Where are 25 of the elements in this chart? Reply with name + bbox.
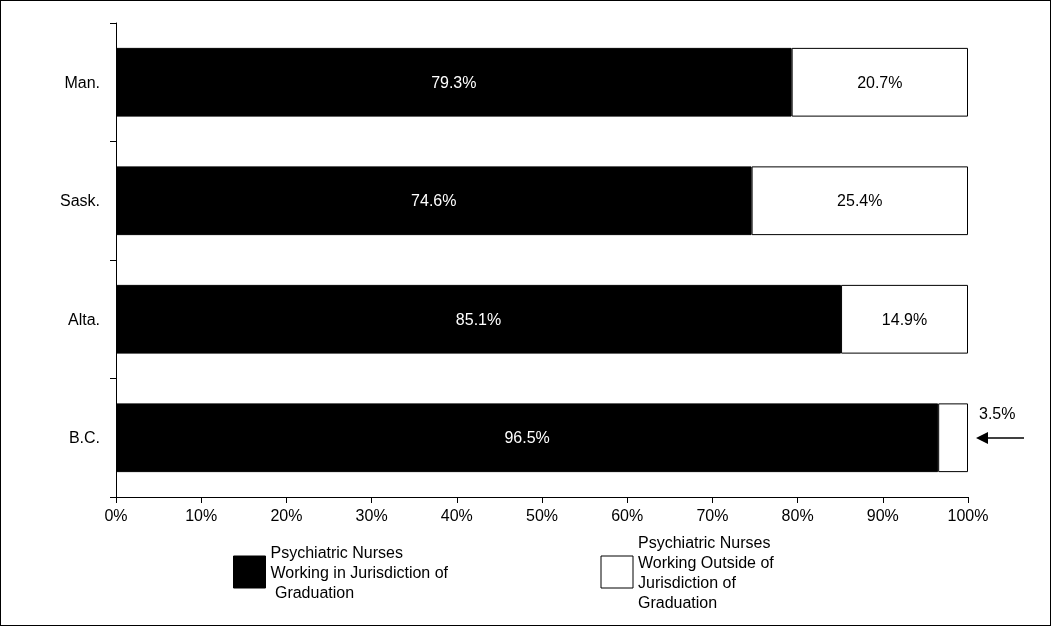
- data-label: 14.9%: [881, 310, 928, 328]
- x-tick-label: 100%: [947, 506, 989, 524]
- data-label: 79.3%: [431, 73, 477, 91]
- x-tick-label: 90%: [866, 506, 899, 524]
- x-tick-label: 20%: [270, 506, 303, 524]
- x-tick-label: 50%: [525, 506, 559, 524]
- x-tick-label: 0%: [104, 506, 128, 524]
- legend-label: Psychiatric Nurses Working Outside of Jurisdiction of Graduation: [638, 533, 779, 611]
- data-label: 85.1%: [455, 310, 502, 328]
- data-label: 3.5%: [979, 405, 1016, 423]
- x-tick-label: 30%: [355, 506, 388, 524]
- x-tick-label: 10%: [185, 506, 218, 524]
- x-tick-label: 60%: [611, 506, 644, 524]
- x-tick-label: 40%: [440, 506, 473, 524]
- y-tick-label: Alta.: [67, 310, 100, 328]
- x-tick-label: 80%: [781, 506, 814, 524]
- data-label: 25.4%: [837, 192, 883, 210]
- x-tick-label: 70%: [696, 506, 729, 524]
- data-label: 20.7%: [857, 73, 903, 91]
- legend-label: Psychiatric Nurses Working in Jurisdiction of Graduation: [270, 543, 449, 601]
- y-tick-label: B.C.: [68, 429, 100, 447]
- data-label: 74.6%: [411, 192, 457, 210]
- y-tick-label: Sask.: [59, 192, 100, 210]
- data-label: 96.5%: [504, 429, 550, 447]
- y-tick-label: Man.: [64, 73, 100, 91]
